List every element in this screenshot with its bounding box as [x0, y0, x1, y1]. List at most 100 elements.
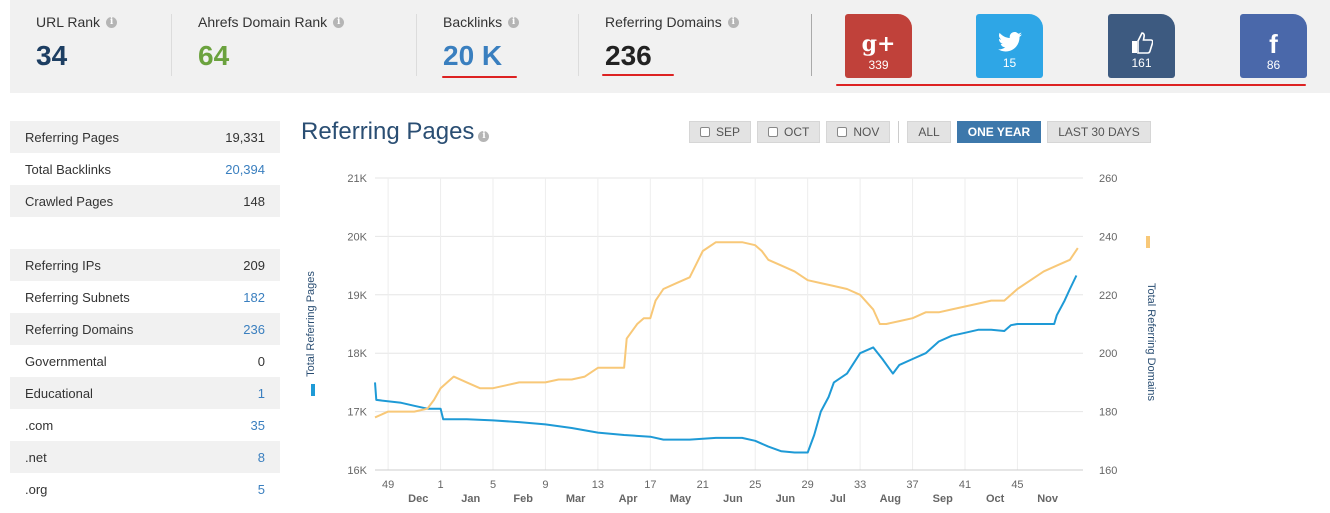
- checkbox-icon[interactable]: [700, 127, 710, 137]
- facebook-icon: f: [1269, 29, 1278, 59]
- chart-title: Referring Pages i: [301, 118, 490, 146]
- stat-label: Referring Domains: [25, 321, 134, 337]
- stat-value[interactable]: 1: [257, 385, 265, 401]
- stat-value[interactable]: 236: [243, 321, 265, 337]
- y-right-tick-label: 200: [1099, 348, 1117, 360]
- filter-all[interactable]: ALL: [907, 121, 951, 143]
- x-month-tick-label: Apr: [619, 493, 639, 505]
- stats-table: Referring Pages 19,331 Total Backlinks 20,3…: [10, 121, 280, 505]
- google-plus-button[interactable]: g+ 339: [845, 14, 912, 78]
- x-month-tick-label: Jun: [776, 493, 796, 505]
- stat-row: .org 5: [10, 473, 280, 505]
- stat-label: Total Backlinks: [25, 161, 111, 177]
- x-week-tick-label: 13: [592, 479, 604, 491]
- stat-value: 209: [243, 257, 265, 273]
- info-icon[interactable]: i: [727, 16, 739, 28]
- x-week-tick-label: 49: [382, 479, 394, 491]
- stat-value: 19,331: [225, 129, 265, 145]
- y-left-tick-label: 16K: [347, 465, 367, 477]
- x-month-tick-label: Oct: [986, 493, 1005, 505]
- filter-oct[interactable]: OCT: [757, 121, 821, 143]
- stat-label: Referring Subnets: [25, 289, 130, 305]
- x-month-tick-label: Jan: [461, 493, 480, 505]
- stat-value[interactable]: 8: [257, 449, 265, 465]
- x-week-tick-label: 25: [749, 479, 761, 491]
- filter-sep[interactable]: SEP: [689, 121, 752, 143]
- x-week-tick-label: 37: [906, 479, 918, 491]
- google-plus-icon: g+: [861, 31, 896, 57]
- checkbox-icon[interactable]: [768, 127, 779, 137]
- x-week-tick-label: 17: [644, 479, 656, 491]
- facebook-count: 86: [1266, 58, 1281, 72]
- divider: [171, 14, 172, 76]
- x-week-tick-label: 5: [490, 479, 496, 491]
- stat-row: Total Backlinks 20,394: [10, 153, 280, 185]
- y-right-tick-label: 160: [1099, 465, 1117, 477]
- backlinks-metric: Backlinks i 20 K: [443, 14, 520, 72]
- referring-pages-chart: 21K 20K 19K 18K 17K 16K 260 240 220 200 180 160 49 1 5…: [305, 173, 1157, 505]
- checkbox-icon[interactable]: [837, 127, 848, 137]
- stat-row: Governmental 0: [10, 345, 280, 377]
- info-icon[interactable]: i: [478, 131, 490, 142]
- info-icon[interactable]: i: [106, 16, 118, 28]
- stat-label: .com: [25, 417, 54, 433]
- y-right-tick-label: 180: [1099, 407, 1117, 419]
- x-month-tick-label: Jun: [723, 493, 743, 505]
- filter-label: NOV: [853, 125, 880, 139]
- stat-value[interactable]: 35: [250, 417, 265, 433]
- y-left-tick-label: 21K: [347, 173, 367, 185]
- y-left-tick-label: 18K: [347, 348, 367, 360]
- info-icon[interactable]: i: [333, 16, 345, 28]
- referring-domains-metric: Referring Domains i 236: [605, 14, 739, 72]
- x-week-tick-label: 29: [802, 479, 814, 491]
- stat-value[interactable]: 182: [243, 289, 265, 305]
- like-icon: [1131, 32, 1153, 54]
- stat-row: Referring Subnets 182: [10, 281, 280, 313]
- divider: [416, 14, 417, 76]
- y-right-tick-label: 240: [1099, 231, 1117, 243]
- chart-title-text: Referring Pages: [301, 118, 475, 145]
- backlinks-label: Backlinks: [443, 14, 503, 30]
- stat-row: .net 8: [10, 441, 280, 473]
- stat-label: .net: [25, 449, 47, 465]
- stat-value[interactable]: 20,394: [225, 161, 265, 177]
- x-week-tick-label: 9: [542, 479, 548, 491]
- y-right-tick-label: 260: [1099, 173, 1117, 185]
- stat-value: 0: [257, 353, 265, 369]
- y-left-tick-label: 17K: [347, 407, 367, 419]
- backlinks-value[interactable]: 20 K: [443, 40, 503, 71]
- y-right-axis-label: Total Referring Domains: [1145, 283, 1157, 401]
- x-month-tick-label: Sep: [933, 493, 953, 505]
- x-week-tick-label: 1: [437, 479, 443, 491]
- twitter-count: 15: [1002, 56, 1017, 70]
- filter-last-30-days[interactable]: LAST 30 DAYS: [1047, 121, 1151, 143]
- stat-label: Referring Pages: [25, 129, 119, 145]
- series-line-referring-pages: [374, 275, 1078, 454]
- facebook-button[interactable]: f 86: [1240, 14, 1307, 78]
- y-right-tick-label: 220: [1099, 290, 1117, 302]
- stat-label: Referring IPs: [25, 257, 101, 273]
- y-left-tick-label: 20K: [347, 231, 367, 243]
- referring-domains-label: Referring Domains: [605, 14, 722, 30]
- stat-row: [10, 217, 280, 249]
- x-month-tick-label: May: [670, 493, 692, 505]
- referring-domains-value[interactable]: 236: [605, 40, 652, 71]
- info-icon[interactable]: i: [508, 16, 520, 28]
- domain-rank-value: 64: [198, 40, 230, 71]
- x-week-tick-label: 41: [959, 479, 971, 491]
- filter-nov[interactable]: NOV: [826, 121, 891, 143]
- stat-row: Referring IPs 209: [10, 249, 280, 281]
- like-button[interactable]: 161: [1108, 14, 1175, 78]
- google-plus-count: 339: [868, 58, 889, 72]
- twitter-button[interactable]: 15: [976, 14, 1043, 78]
- url-rank-metric: URL Rank i 34: [36, 14, 118, 72]
- stat-value[interactable]: 5: [257, 481, 265, 497]
- x-month-tick-label: Mar: [566, 493, 586, 505]
- divider: [898, 121, 900, 143]
- annotation-underline: [836, 84, 1306, 86]
- stat-label: Educational: [25, 385, 93, 401]
- filter-label: OCT: [784, 125, 810, 139]
- stat-row: Referring Domains 236: [10, 313, 280, 345]
- filter-one-year[interactable]: ONE YEAR: [956, 121, 1042, 143]
- legend-marker: [1146, 236, 1150, 248]
